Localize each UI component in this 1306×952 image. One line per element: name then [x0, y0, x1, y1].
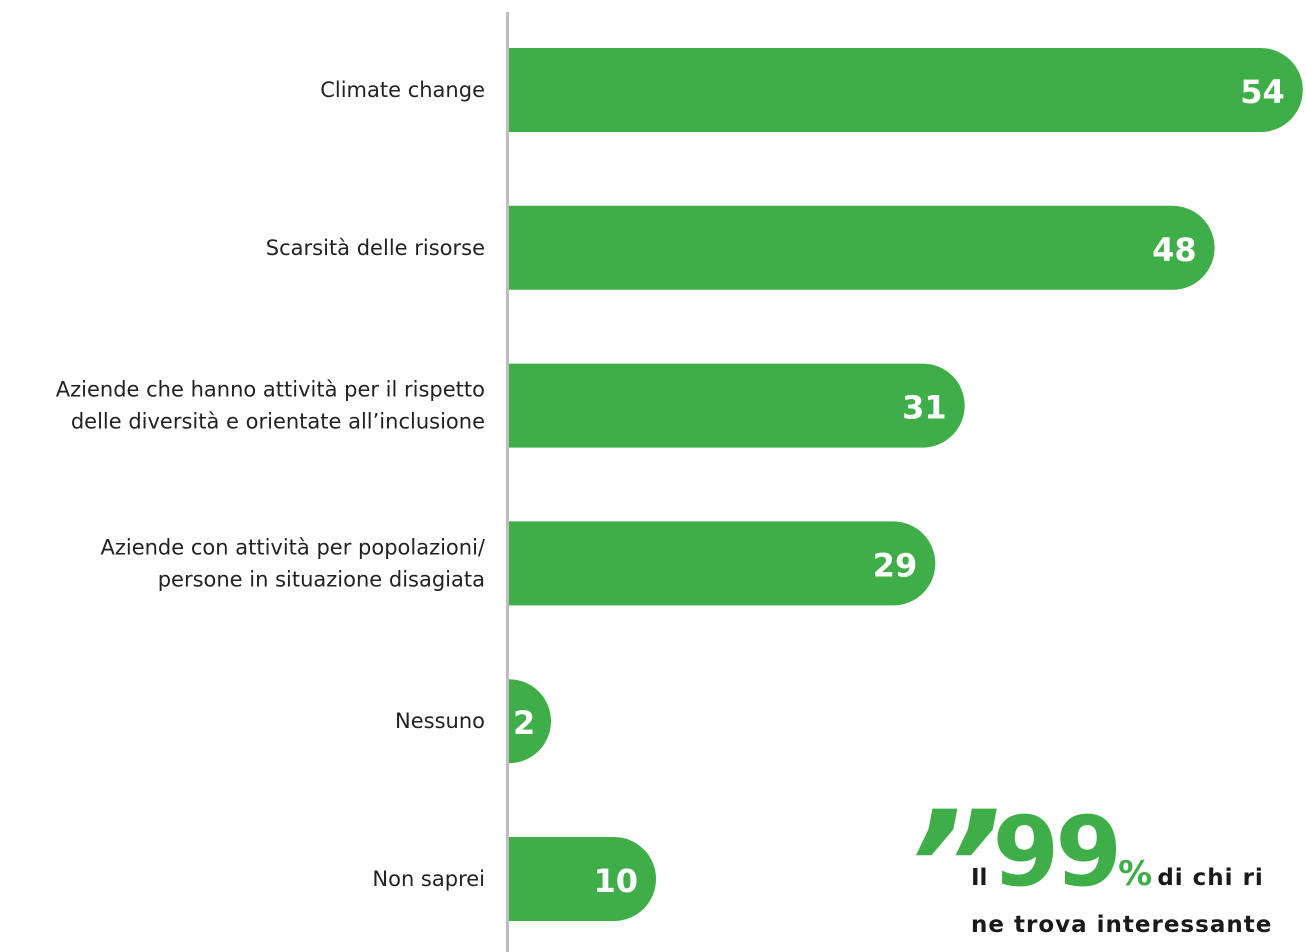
bar-2: [509, 205, 1215, 290]
bar-value-label: 48: [1152, 231, 1197, 269]
bar-3: [509, 363, 965, 448]
bar-value-label: 2: [513, 704, 535, 742]
category-label-line: delle diversità e orientate all’inclusio…: [71, 410, 485, 434]
category-label-line: persone in situazione disagiata: [158, 567, 485, 591]
callout-percent-sign: %: [1118, 854, 1153, 894]
bars-group: 54 48 31 29 2 10: [509, 48, 1303, 921]
category-label-line: Aziende con attività per popolazioni/: [100, 535, 485, 559]
bar-6: [509, 837, 656, 921]
category-labels-group: Climate change Scarsità delle risorse Azie…: [56, 78, 486, 891]
bar-1: [509, 48, 1303, 132]
category-label-line: Non saprei: [372, 867, 485, 891]
callout-text-line-2: ne trova interessante: [971, 912, 1273, 938]
category-label: Climate change: [320, 78, 485, 102]
bar-value-label: 31: [902, 389, 947, 427]
category-label-line: Scarsità delle risorse: [266, 236, 485, 260]
category-label-line: Aziende che hanno attività per il rispet…: [56, 378, 485, 402]
category-label-line: Climate change: [320, 78, 485, 102]
quote-callout: ” Il 99% di chi ri ne trova interessante: [905, 800, 1306, 952]
callout-prefix: Il: [971, 865, 988, 891]
quote-mark-icon: ”: [905, 800, 1002, 952]
bar-5: [509, 679, 551, 764]
category-label: Aziende con attività per popolazioni/per…: [100, 535, 485, 591]
bar-value-label: 29: [873, 546, 918, 584]
bar-value-label: 10: [593, 862, 638, 900]
callout-line-1: Il 99% di chi ri: [971, 804, 1264, 900]
callout-big-number: 99: [992, 800, 1123, 908]
category-label: Aziende che hanno attività per il rispet…: [56, 378, 485, 434]
bar-value-label: 54: [1240, 73, 1285, 111]
category-label-line: Nessuno: [395, 709, 485, 733]
category-label: Nessuno: [395, 709, 485, 733]
callout-text-line-1: di chi ri: [1157, 865, 1264, 891]
category-label: Non saprei: [372, 867, 485, 891]
category-label: Scarsità delle risorse: [266, 236, 485, 260]
bar-4: [509, 521, 936, 606]
